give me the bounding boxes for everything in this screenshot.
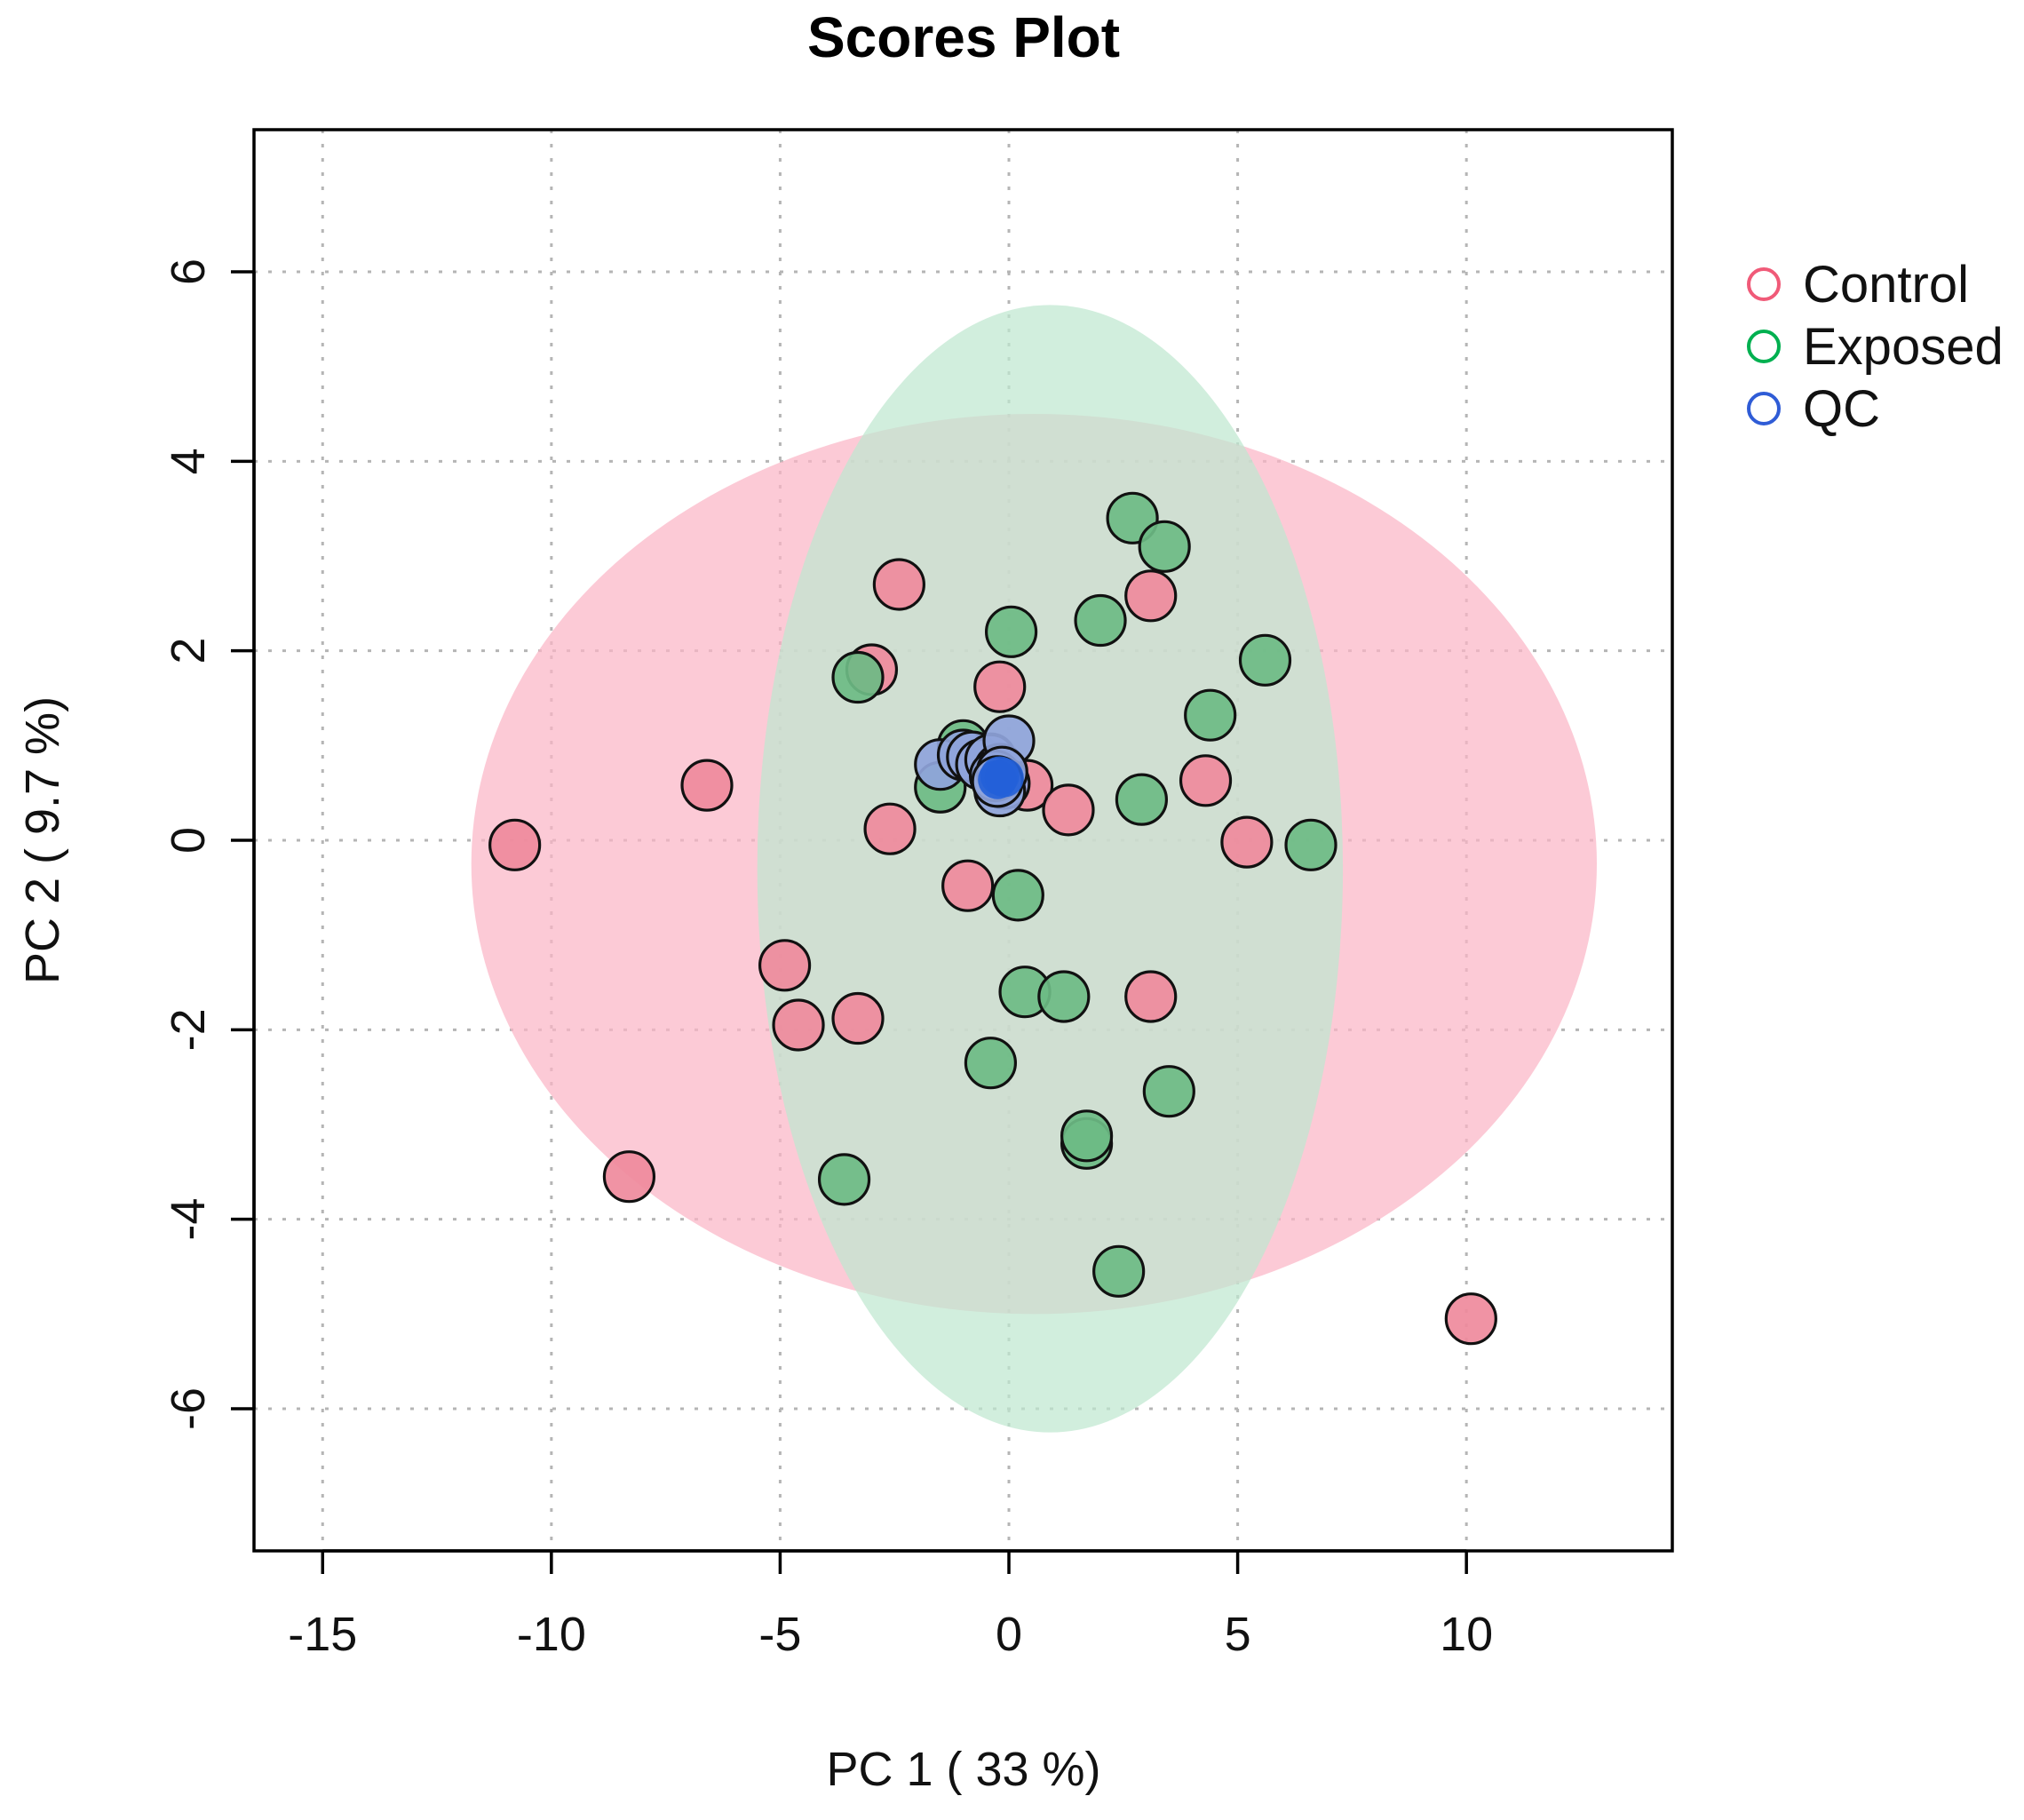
point-control	[872, 558, 925, 611]
y-axis: -6 -4 -2 0 2 4 6	[162, 258, 256, 1430]
point-exposed	[1074, 593, 1127, 648]
x-tick-label: 0	[996, 1608, 1022, 1661]
point-exposed	[964, 1037, 1018, 1090]
point-control	[1179, 754, 1233, 807]
x-tick-label: -10	[517, 1608, 586, 1661]
point-exposed	[1142, 1065, 1195, 1118]
x-tick-label: 10	[1440, 1608, 1493, 1661]
data-points	[488, 491, 1497, 1346]
point-control	[772, 998, 825, 1052]
point-exposed	[817, 1153, 871, 1206]
point-control	[863, 802, 917, 855]
point-control	[488, 818, 542, 871]
point-control	[831, 991, 885, 1045]
point-exposed	[1184, 688, 1237, 742]
y-tick-label: -2	[162, 1008, 215, 1051]
point-exposed	[1092, 1244, 1146, 1298]
x-tick-label: -15	[288, 1608, 357, 1661]
point-control	[1124, 569, 1178, 623]
point-control	[1220, 815, 1274, 869]
point-control	[1042, 783, 1095, 837]
y-tick-label: 0	[162, 827, 215, 854]
legend-marker-control	[1747, 267, 1781, 301]
x-tick-label: 5	[1225, 1608, 1251, 1661]
point-control	[758, 939, 812, 992]
point-exposed	[1037, 970, 1091, 1023]
point-exposed	[991, 869, 1044, 922]
legend-marker-exposed	[1747, 330, 1781, 363]
point-exposed	[1284, 818, 1337, 871]
ellipse-exposed	[757, 305, 1344, 1433]
point-control	[941, 859, 995, 912]
chart-title: Scores Plot	[807, 5, 1120, 69]
y-tick-label: -6	[162, 1387, 215, 1430]
y-tick-label: 2	[162, 638, 215, 664]
point-control	[680, 759, 734, 812]
point-exposed	[831, 650, 885, 704]
point-exposed	[984, 605, 1038, 658]
point-control	[1444, 1292, 1497, 1346]
y-tick-label: 4	[162, 448, 215, 474]
point-control	[602, 1150, 656, 1204]
point-exposed	[1238, 633, 1292, 687]
point-exposed	[1115, 773, 1169, 826]
x-axis-label: PC 1 ( 33 %)	[826, 1743, 1100, 1796]
legend-marker-qc	[1747, 392, 1781, 425]
point-exposed	[1060, 1109, 1114, 1163]
confidence-ellipses	[471, 305, 1597, 1433]
x-axis: -15 -10 -5 0 5 10	[288, 1549, 1493, 1661]
y-tick-label: -4	[162, 1198, 215, 1241]
x-tick-label: -5	[758, 1608, 801, 1661]
point-qc-core	[984, 758, 1024, 798]
y-tick-label: 6	[162, 258, 215, 285]
point-exposed	[1138, 520, 1191, 573]
point-control	[973, 660, 1027, 713]
legend-label-qc: QC	[1803, 380, 1880, 438]
y-axis-label: PC 2 ( 9.7 %)	[16, 696, 69, 984]
legend-label-exposed: Exposed	[1803, 318, 2004, 376]
point-control	[1124, 970, 1178, 1023]
legend-label-control: Control	[1803, 256, 1969, 314]
